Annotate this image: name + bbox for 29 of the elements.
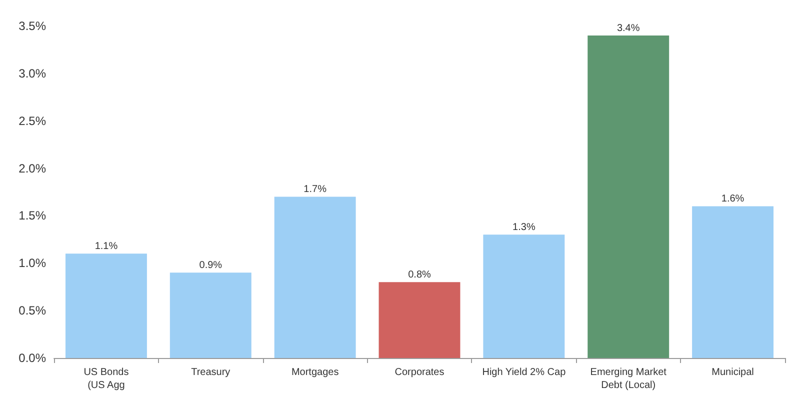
bar: [483, 234, 565, 358]
y-tick-label: 0.0%: [18, 351, 46, 365]
bar: [170, 272, 252, 358]
y-tick-label: 3.5%: [18, 19, 46, 33]
data-label: 1.3%: [512, 222, 536, 234]
data-label: 0.8%: [408, 270, 432, 281]
x-tick-label: High Yield 2% Cap: [482, 367, 566, 378]
data-label: 3.4%: [616, 22, 640, 34]
y-tick-label: 1.0%: [18, 256, 46, 270]
y-tick-label: 3.0%: [18, 66, 46, 80]
bar: [274, 196, 356, 358]
x-tick-label: Treasury: [191, 367, 230, 378]
data-label: 1.1%: [94, 241, 118, 252]
y-tick-label: 0.5%: [18, 304, 46, 318]
bar: [65, 254, 147, 358]
x-tick-label: Mortgages: [291, 367, 339, 378]
bar: [378, 282, 460, 358]
data-label: 1.7%: [304, 184, 327, 196]
x-tick-label: Emerging Market Debt (Local): [590, 367, 667, 391]
x-tick-label: Corporates: [394, 367, 444, 378]
x-tick-label: US Bonds (US Agg: [84, 367, 129, 391]
y-tick-label: 2.5%: [18, 114, 46, 128]
bar: [692, 206, 774, 358]
x-tick-label: Municipal: [712, 367, 754, 378]
y-tick-label: 2.0%: [18, 161, 46, 176]
bar: [588, 35, 670, 358]
data-label: 0.9%: [199, 260, 222, 272]
data-label: 1.6%: [721, 194, 744, 205]
y-tick-label: 1.5%: [18, 208, 46, 223]
